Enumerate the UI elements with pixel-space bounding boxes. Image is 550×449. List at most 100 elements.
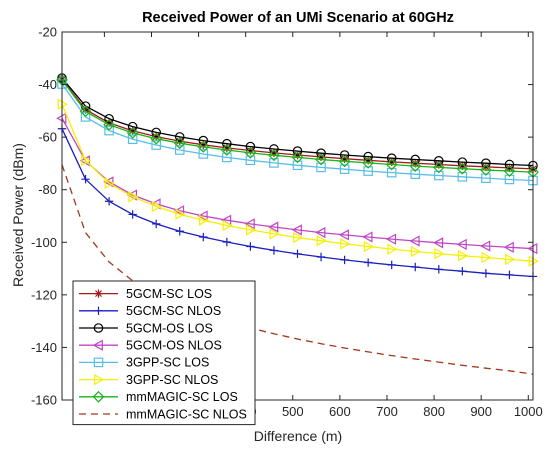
series-3-point-19 <box>503 241 514 253</box>
series-2 <box>57 73 538 171</box>
series-2-point-2 <box>104 113 114 124</box>
series-5-point-19 <box>505 253 516 266</box>
series-1-point-18 <box>481 269 491 278</box>
x-tick-label-9: 1000 <box>514 404 543 419</box>
legend-label-7: mmMAGIC-SC NLOS <box>126 407 247 421</box>
series-2-point-12 <box>339 150 350 160</box>
x-tick-label-4: 500 <box>282 404 304 419</box>
chart-title: Received Power of an UMi Scenario at 60G… <box>142 10 454 26</box>
series-1-point-3 <box>128 210 137 219</box>
series-6-point-8 <box>244 147 257 159</box>
series-3-point-17 <box>456 238 467 251</box>
series-5-point-1 <box>81 154 92 167</box>
legend-label-0: 5GCM-SC LOS <box>126 287 212 301</box>
series-6 <box>56 73 539 178</box>
legend-marker-4 <box>93 357 104 368</box>
series-1-point-5 <box>175 227 184 236</box>
series-2-point-16 <box>433 156 444 166</box>
legend-label-4: 3GPP-SC LOS <box>126 356 209 370</box>
y-tick-label-5: -60 <box>38 130 57 145</box>
series-2-point-11 <box>316 148 326 158</box>
series-1-point-13 <box>363 258 373 267</box>
legend-marker-5 <box>94 373 105 386</box>
series-6-point-6 <box>197 140 210 153</box>
legend-marker-6 <box>92 390 105 403</box>
series-5-point-5 <box>175 208 186 220</box>
series-5-point-18 <box>481 251 492 264</box>
y-tick-label-6: -40 <box>38 77 57 92</box>
x-axis-title: Difference (m) <box>254 428 342 444</box>
series-3-point-14 <box>385 233 397 245</box>
series-5-point-8 <box>246 224 257 236</box>
series-4-point-9 <box>269 158 279 168</box>
series-4-point-6 <box>198 149 209 159</box>
series-layer <box>56 73 539 375</box>
series-6-point-2 <box>103 118 115 131</box>
legend-marker-1 <box>94 306 103 315</box>
legend-entry-0: 5GCM-SC LOS <box>79 287 212 301</box>
series-6-point-11 <box>315 153 327 166</box>
legend-label-1: 5GCM-SC NLOS <box>126 304 221 318</box>
series-1-point-9 <box>269 246 279 255</box>
series-1-point-10 <box>293 249 302 259</box>
plot-frame <box>61 31 534 401</box>
series-5-point-14 <box>387 243 398 255</box>
series-6-point-9 <box>268 149 280 162</box>
series-0-point-19 <box>505 163 514 173</box>
series-4-point-2 <box>104 125 114 136</box>
series-6-point-16 <box>432 161 445 174</box>
series-3-point-6 <box>197 210 208 222</box>
legend-entry-2: 5GCM-OS LOS <box>79 321 213 335</box>
y-axis-title: Received Power (dBm) <box>10 143 26 287</box>
series-5-point-17 <box>457 250 469 262</box>
series-1-point-11 <box>316 252 326 262</box>
series-2-point-18 <box>481 158 491 168</box>
series-2-point-13 <box>363 151 373 162</box>
series-0-point-1 <box>81 105 90 114</box>
legend-entry-7: mmMAGIC-SC NLOS <box>79 407 247 421</box>
y-tick-label-7: -20 <box>38 25 57 40</box>
series-4-point-17 <box>457 172 468 182</box>
series-2-point-3 <box>127 121 138 132</box>
series-6-point-1 <box>79 105 92 118</box>
series-2-point-8 <box>245 141 256 152</box>
series-3-point-8 <box>244 218 255 230</box>
series-4-point-3 <box>127 134 138 145</box>
series-line-2 <box>61 77 534 167</box>
series-6-point-4 <box>150 132 163 145</box>
legend-entry-5: 3GPP-SC NLOS <box>79 373 218 387</box>
x-tick-label-6: 700 <box>376 404 398 419</box>
legend-entry-1: 5GCM-SC NLOS <box>79 304 221 318</box>
series-5-point-13 <box>363 240 375 253</box>
series-2-point-6 <box>198 135 209 146</box>
x-tick-label-8: 900 <box>470 404 492 419</box>
legend-entry-4: 3GPP-SC LOS <box>79 356 209 370</box>
series-4-point-1 <box>80 112 91 122</box>
series-5 <box>57 98 539 267</box>
series-line-5 <box>61 104 534 262</box>
legend-marker-0 <box>94 289 103 298</box>
series-1-point-14 <box>387 260 396 270</box>
series-2-point-14 <box>386 153 397 163</box>
series-1-point-8 <box>246 242 255 251</box>
series-4-point-18 <box>481 173 491 183</box>
series-5-point-12 <box>340 238 351 250</box>
series-1-point-7 <box>222 237 232 247</box>
series-5-point-7 <box>222 219 233 232</box>
series-6-point-17 <box>456 162 469 175</box>
series-2-point-7 <box>222 138 232 149</box>
series-1-point-12 <box>340 255 349 265</box>
legend-label-3: 5GCM-OS NLOS <box>126 339 222 353</box>
series-4-point-8 <box>245 155 256 166</box>
series-4-point-4 <box>151 140 161 150</box>
series-5-point-4 <box>151 200 163 213</box>
series-4-point-16 <box>434 170 444 181</box>
series-1-point-15 <box>411 262 420 272</box>
series-3-point-15 <box>409 235 420 247</box>
series-2-point-19 <box>504 159 515 170</box>
series-6-point-12 <box>338 155 351 168</box>
series-3-point-9 <box>268 221 279 233</box>
series-3-point-16 <box>432 237 444 249</box>
series-6-point-13 <box>362 157 375 169</box>
